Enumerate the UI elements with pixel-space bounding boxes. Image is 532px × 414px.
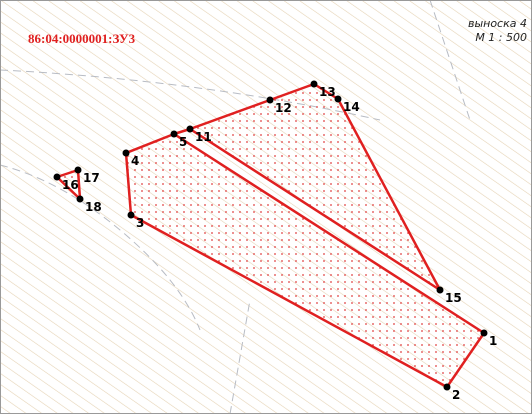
point-marker xyxy=(170,130,178,138)
point-marker xyxy=(74,166,82,174)
scale: М 1 : 500 xyxy=(475,31,527,44)
point-label: 18 xyxy=(85,200,102,214)
point-label: 5 xyxy=(179,135,187,149)
parcel-area xyxy=(55,168,82,201)
point-label: 13 xyxy=(319,85,336,99)
point-label: 1 xyxy=(489,334,497,348)
parcel-area xyxy=(124,132,486,389)
point-marker xyxy=(186,125,194,133)
point-marker xyxy=(76,195,84,203)
point-label: 3 xyxy=(136,216,144,230)
point-marker xyxy=(310,80,318,88)
point-marker xyxy=(122,149,130,157)
parcel-number: 86:04:0000001:ЗУ3 xyxy=(28,31,136,46)
boundaries xyxy=(0,0,471,414)
point-label: 12 xyxy=(275,101,292,115)
point-label: 11 xyxy=(195,130,212,144)
dashed-line xyxy=(229,299,251,414)
point-marker xyxy=(334,95,342,103)
point-label: 16 xyxy=(62,178,79,192)
dashed-line xyxy=(0,164,201,331)
dashed-line xyxy=(429,0,471,121)
callout: выноска 4 xyxy=(468,17,527,30)
point-label: 14 xyxy=(343,100,360,114)
point-marker xyxy=(443,383,451,391)
parcel-area xyxy=(188,82,442,292)
point-label: 4 xyxy=(131,154,139,168)
point-label: 15 xyxy=(445,291,462,305)
point-label: 2 xyxy=(452,388,460,402)
point-marker xyxy=(436,286,444,294)
point-marker xyxy=(53,173,61,181)
point-label: 17 xyxy=(83,171,100,185)
point-marker xyxy=(127,211,135,219)
parcels xyxy=(55,82,486,389)
point-marker xyxy=(480,329,488,337)
point-marker xyxy=(266,96,274,104)
dashed-line xyxy=(0,69,381,121)
